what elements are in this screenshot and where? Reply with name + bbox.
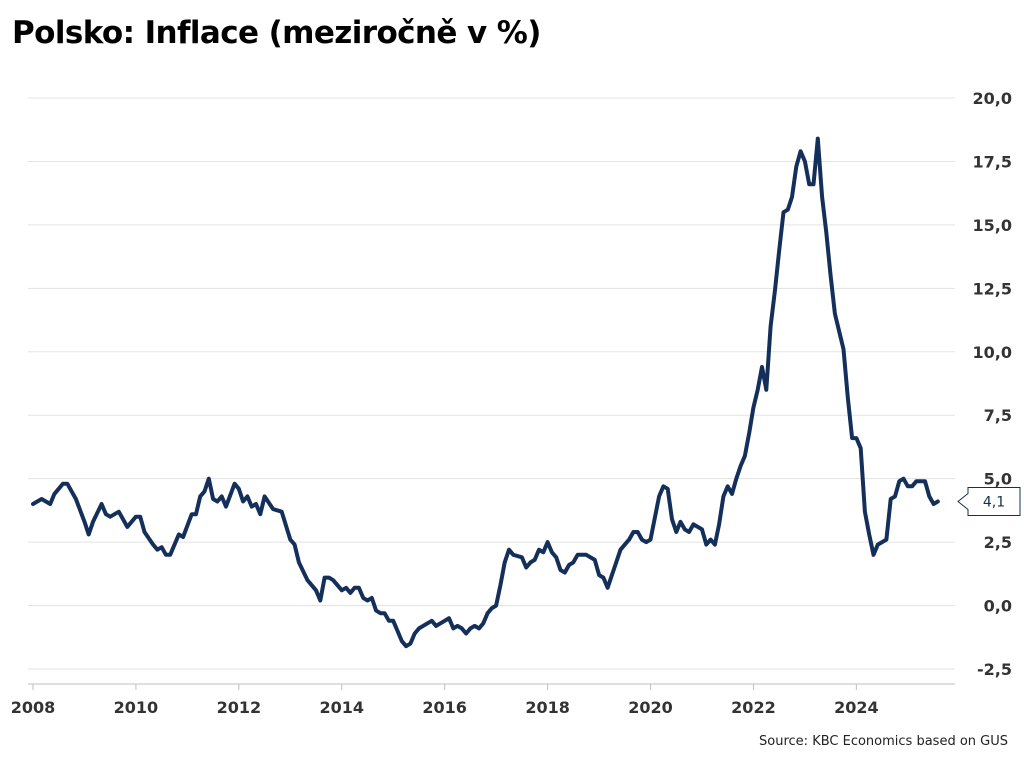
y-tick-label: -2,5 [977,660,1012,679]
x-tick-label: 2010 [114,698,159,717]
callout-box [957,487,1021,517]
y-tick-label: 20,0 [973,89,1012,108]
x-tick-label: 2020 [628,698,673,717]
x-tick-label: 2022 [731,698,776,717]
y-tick-label: 15,0 [973,216,1012,235]
last-value-callout: 4,1 [957,487,1021,517]
x-axis: 2008 2010 2012 2014 2016 2018 2020 2022 2024 [11,684,879,717]
y-tick-label: 17,5 [973,152,1012,171]
y-axis: -2,5 0,0 2,5 5,0 7,5 10,0 12,5 15,0 17,5 20,0 [973,89,1012,679]
source-note: Source: KBC Economics based on GUS [759,734,1008,749]
x-tick-label: 2018 [525,698,570,717]
y-tick-label: 0,0 [984,597,1012,616]
series-line-inflation [31,136,940,649]
x-tick-label: 2024 [834,698,879,717]
y-tick-label: 7,5 [984,406,1012,425]
chart-title: Polsko: Inflace (meziročně v %) [12,15,541,51]
x-tick-label: 2008 [11,698,56,717]
y-tick-label: 2,5 [984,533,1012,552]
y-tick-label: 5,0 [984,470,1012,489]
y-tick-label: 10,0 [973,343,1012,362]
x-tick-label: 2012 [217,698,262,717]
x-tick-label: 2016 [422,698,467,717]
gridlines [28,97,955,670]
y-tick-label: 12,5 [973,279,1012,298]
x-tick-label: 2014 [319,698,364,717]
callout-value: 4,1 [983,495,1005,511]
